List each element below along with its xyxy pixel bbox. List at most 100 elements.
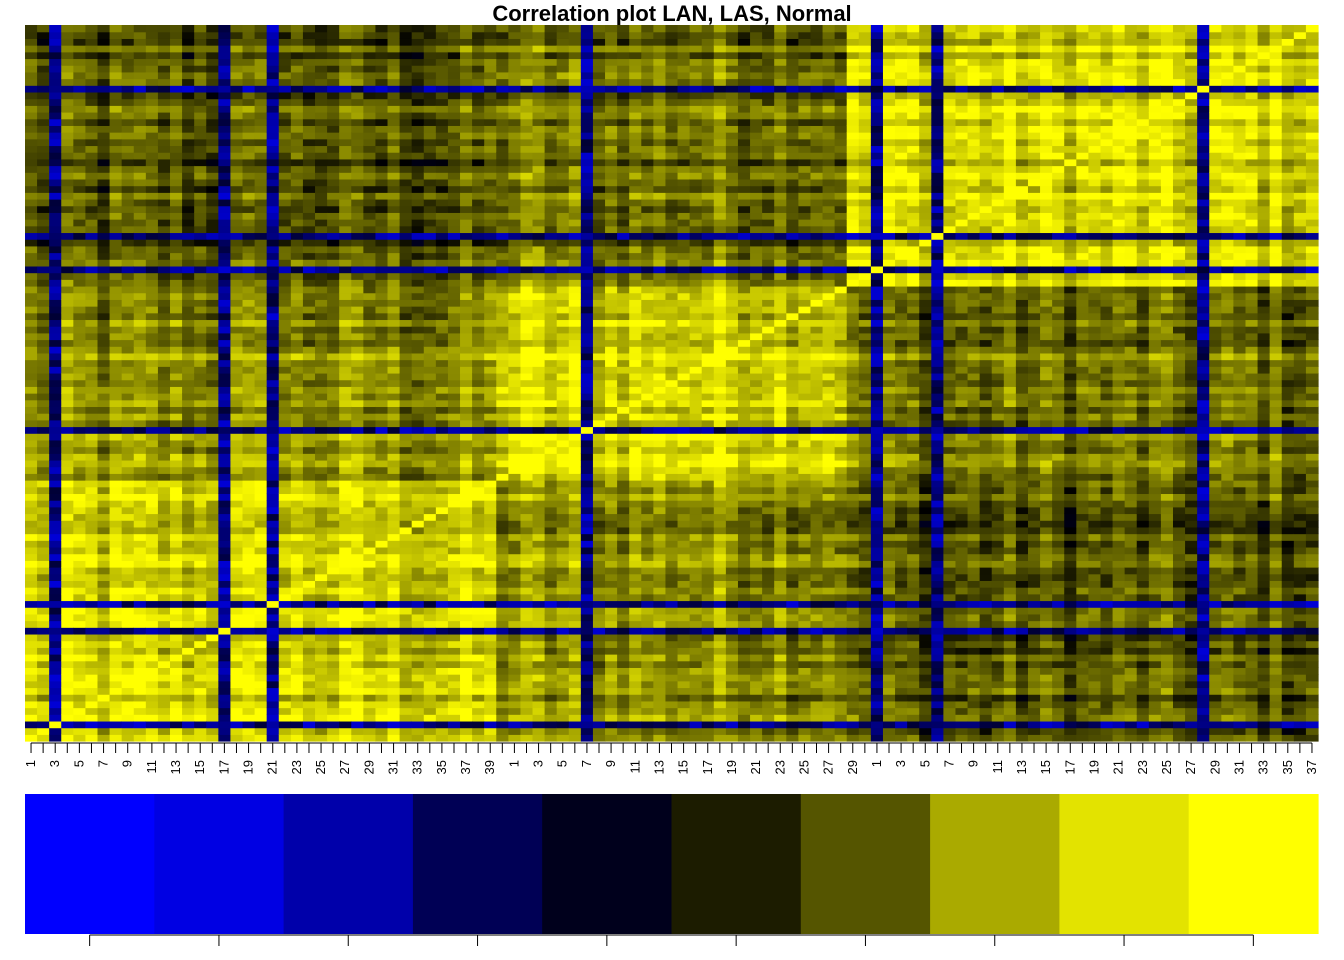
heatmap-cell <box>218 219 232 227</box>
heatmap-cell <box>484 506 497 515</box>
heatmap-cell <box>85 520 99 528</box>
heatmap-cell <box>157 520 171 528</box>
heatmap-cell <box>580 580 594 588</box>
heatmap-cell <box>230 426 244 434</box>
heatmap-cell <box>484 393 497 401</box>
heatmap-cell <box>447 620 461 628</box>
heatmap-cell <box>218 687 232 695</box>
heatmap-cell <box>302 379 316 387</box>
heatmap-cell <box>351 319 364 327</box>
heatmap-cell <box>399 439 413 448</box>
heatmap-cell <box>230 613 244 622</box>
heatmap-cell <box>423 252 437 260</box>
heatmap-cell <box>484 272 497 280</box>
heatmap-cell <box>363 426 377 434</box>
heatmap-cell <box>290 372 304 381</box>
heatmap-cell <box>73 727 87 735</box>
heatmap-cell <box>484 359 497 367</box>
heatmap-cell <box>73 319 87 327</box>
heatmap-cell <box>399 513 413 521</box>
heatmap-cell <box>266 560 280 568</box>
heatmap-cell <box>544 453 558 461</box>
heatmap-cell <box>363 540 377 548</box>
heatmap-cell <box>387 265 401 274</box>
heatmap-cell <box>85 734 99 742</box>
heatmap-cell <box>411 252 425 260</box>
heatmap-cell <box>121 232 135 240</box>
heatmap-cell <box>363 132 377 140</box>
heatmap-cell <box>61 580 74 588</box>
heatmap-cell <box>97 98 111 106</box>
heatmap-cell <box>568 25 582 33</box>
heatmap-cell <box>484 45 497 53</box>
heatmap-cell <box>302 185 316 193</box>
heatmap-cell <box>49 413 62 421</box>
heatmap-cell <box>157 132 171 140</box>
heatmap-cell <box>49 694 62 702</box>
heatmap-cell <box>97 640 111 648</box>
heatmap-cell <box>351 339 364 347</box>
heatmap-cell <box>302 720 316 729</box>
heatmap-cell <box>315 379 328 387</box>
heatmap-cell <box>85 312 99 321</box>
heatmap-cell <box>109 178 123 187</box>
heatmap-cell <box>568 640 582 648</box>
heatmap-cell <box>556 446 570 454</box>
heatmap-cell <box>85 493 99 501</box>
heatmap-cell <box>496 533 509 541</box>
heatmap-cell <box>290 65 304 73</box>
heatmap-cell <box>230 326 244 334</box>
heatmap-cell <box>157 138 171 147</box>
heatmap-cell <box>544 299 558 307</box>
heatmap-cell <box>206 279 219 287</box>
heatmap-cell <box>399 620 413 628</box>
heatmap-cell <box>145 386 159 394</box>
heatmap-cell <box>351 680 364 689</box>
heatmap-cell <box>472 205 485 213</box>
heatmap-cell <box>351 165 364 173</box>
heatmap-cell <box>399 219 413 227</box>
heatmap-cell <box>544 506 558 515</box>
heatmap-cell <box>302 192 316 200</box>
heatmap-cell <box>85 326 99 334</box>
heatmap-cell <box>61 45 74 53</box>
heatmap-cell <box>37 587 50 595</box>
heatmap-cell <box>508 700 522 709</box>
heatmap-cell <box>399 667 413 675</box>
heatmap-cell <box>568 473 582 481</box>
heatmap-cell <box>182 326 195 334</box>
heatmap-cell <box>423 486 437 495</box>
heatmap-cell <box>278 252 292 260</box>
heatmap-cell <box>327 332 340 341</box>
heatmap-cell <box>254 620 268 628</box>
heatmap-cell <box>339 459 352 468</box>
heatmap-cell <box>447 78 461 86</box>
heatmap-cell <box>49 299 62 307</box>
heatmap-cell <box>556 727 570 735</box>
heatmap-cell <box>37 526 50 535</box>
heatmap-cell <box>508 118 522 126</box>
heatmap-cell <box>496 145 509 153</box>
heatmap-cell <box>230 727 244 735</box>
heatmap-cell <box>387 446 401 454</box>
heatmap-cell <box>363 65 377 73</box>
heatmap-cell <box>508 707 522 715</box>
heatmap-cell <box>508 667 522 675</box>
heatmap-cell <box>170 138 183 147</box>
heatmap-cell <box>327 674 340 682</box>
heatmap-cell <box>170 640 183 648</box>
heatmap-cell <box>568 687 582 695</box>
heatmap-cell <box>302 85 316 93</box>
heatmap-cell <box>484 660 497 668</box>
heatmap-cell <box>290 620 304 628</box>
heatmap-cell <box>182 573 195 581</box>
heatmap-cell <box>266 379 280 387</box>
heatmap-cell <box>327 212 340 220</box>
heatmap-cell <box>85 339 99 347</box>
heatmap-cell <box>109 486 123 495</box>
heatmap-cell <box>484 326 497 334</box>
heatmap-cell <box>496 232 509 240</box>
heatmap-cell <box>109 265 123 274</box>
heatmap-cell <box>121 727 135 735</box>
heatmap-cell <box>170 219 183 227</box>
